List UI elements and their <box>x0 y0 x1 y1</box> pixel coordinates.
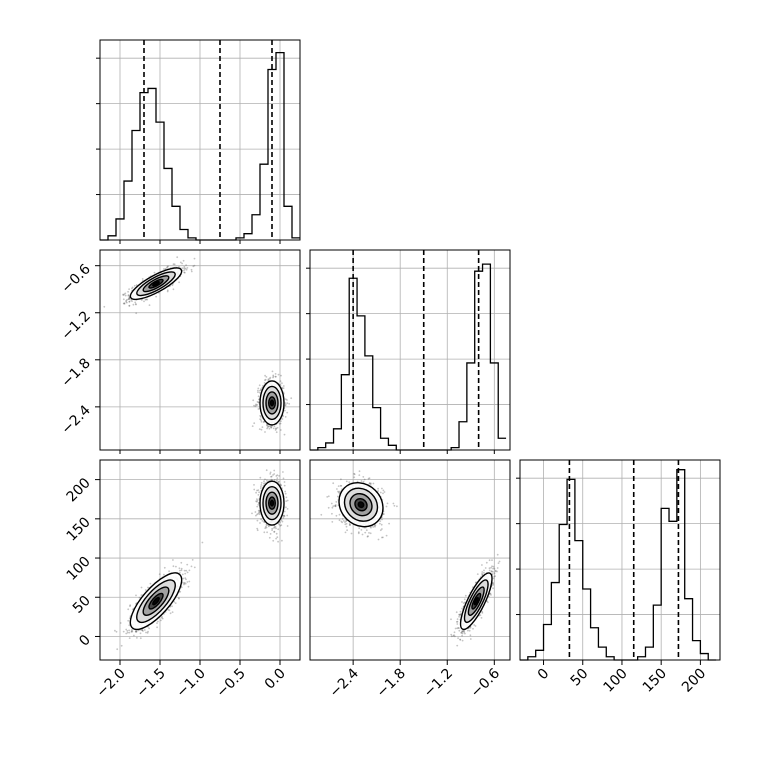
y-tick-label: 150 <box>64 514 94 544</box>
y-tick-label: 50 <box>70 593 94 617</box>
x-axis-1: −2.4 −1.8 −1.2 −0.6 <box>327 660 503 701</box>
hist-step <box>520 469 717 661</box>
x-tick-label: 0 <box>535 666 553 684</box>
density-contour <box>473 596 479 606</box>
y-tick-label: 0 <box>76 632 94 650</box>
density-contour <box>269 499 275 507</box>
x-tick-label: 150 <box>640 666 670 696</box>
x-axis-0: −2.0 −1.5 −1.0 −0.5 0.0 <box>93 660 289 701</box>
scatter-panel-1-0 <box>99 249 301 451</box>
density-contour <box>269 399 275 407</box>
scatter-panel-2-1 <box>309 459 511 661</box>
scatter-panel-2-0 <box>99 459 301 661</box>
density-contour <box>152 596 160 606</box>
density-contour <box>357 501 365 509</box>
y-tick-label: −2.4 <box>58 402 93 437</box>
x-tick-label: −2.4 <box>327 665 362 700</box>
x-axis-2: 0 50 100 150 200 <box>535 660 709 696</box>
y-axis-1: −2.4 −1.8 −1.2 −0.6 <box>58 261 100 438</box>
hist-panel-0 <box>96 39 301 241</box>
x-tick-label: −0.6 <box>468 665 503 700</box>
hist-step <box>310 263 507 451</box>
x-tick-label: −1.5 <box>133 666 168 701</box>
x-tick-label: 200 <box>679 666 709 696</box>
y-axis-2: 0 50 100 150 200 <box>64 475 100 650</box>
panel-frame <box>309 249 511 451</box>
y-tick-label: 200 <box>64 475 94 505</box>
density-contour <box>152 281 160 287</box>
hist-panel-2 <box>516 459 721 661</box>
x-tick-label: 50 <box>568 666 592 690</box>
panel-frame <box>519 459 721 661</box>
x-tick-label: 100 <box>601 666 631 696</box>
y-tick-label: −1.2 <box>58 308 93 343</box>
hist-panel-1 <box>306 249 511 451</box>
x-tick-label: −0.5 <box>213 666 248 701</box>
y-tick-label: 100 <box>64 554 94 584</box>
y-tick-label: −0.6 <box>58 261 93 296</box>
x-tick-label: 0.0 <box>262 666 289 693</box>
x-tick-label: −1.8 <box>374 666 409 701</box>
x-tick-label: −2.0 <box>93 666 128 701</box>
x-tick-label: −1.0 <box>173 666 208 701</box>
panel-frame <box>309 459 511 661</box>
x-tick-label: −1.2 <box>421 666 456 701</box>
hist-step <box>100 51 300 241</box>
y-tick-label: −1.8 <box>58 355 93 390</box>
